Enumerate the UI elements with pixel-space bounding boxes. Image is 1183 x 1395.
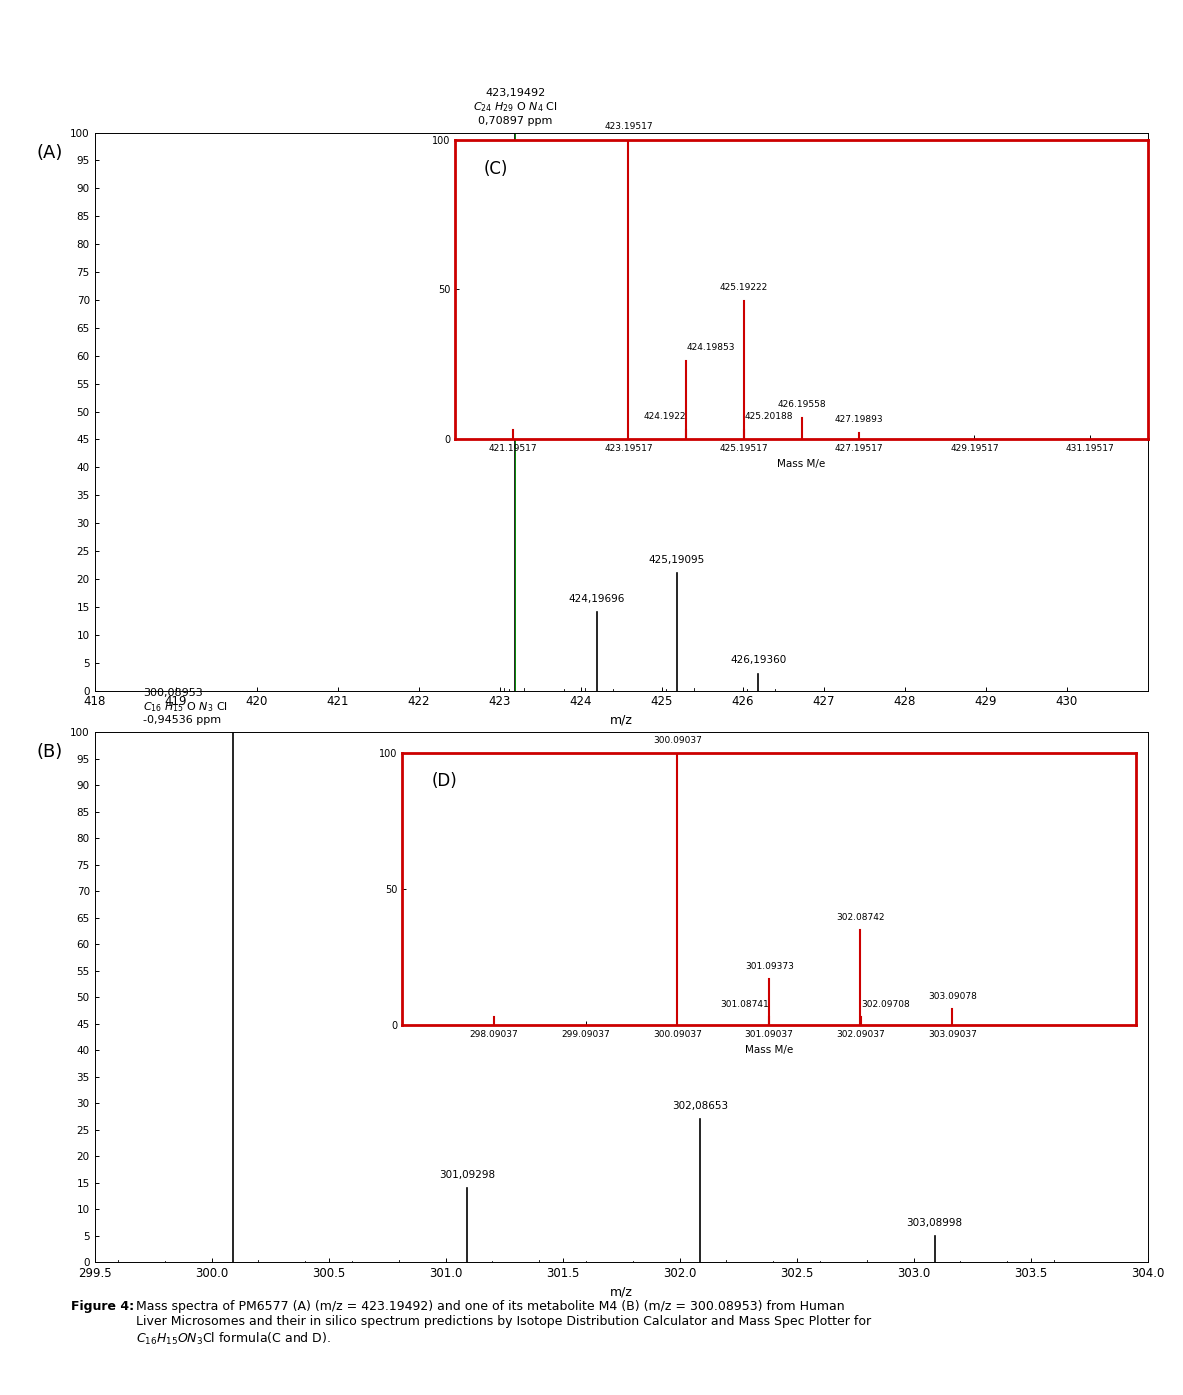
Text: 427.19893: 427.19893	[835, 416, 884, 424]
Text: 424.1922: 424.1922	[644, 413, 686, 421]
Text: 300.09037: 300.09037	[653, 737, 702, 745]
Text: 424.19853: 424.19853	[686, 343, 735, 353]
Text: Mass spectra of PM6577 (A) (m/z = 423.19492) and one of its metabolite M4 (B) (m: Mass spectra of PM6577 (A) (m/z = 423.19…	[136, 1300, 871, 1346]
X-axis label: Mass M/e: Mass M/e	[745, 1045, 793, 1055]
Text: 300,08953
$C_{16}$ $H_{15}$ O $N_3$ Cl
-0,94536 ppm: 300,08953 $C_{16}$ $H_{15}$ O $N_3$ Cl -…	[143, 688, 227, 725]
Text: 303,08998: 303,08998	[906, 1218, 963, 1228]
Text: 425.20188: 425.20188	[744, 413, 793, 421]
Text: 302.09708: 302.09708	[861, 1000, 910, 1009]
Text: 301.09373: 301.09373	[745, 963, 794, 971]
Text: 302,08653: 302,08653	[672, 1102, 728, 1112]
Text: 425,19095: 425,19095	[649, 555, 705, 565]
Text: 423,19492
$C_{24}$ $H_{29}$ O $N_4$ Cl
0,70897 ppm: 423,19492 $C_{24}$ $H_{29}$ O $N_4$ Cl 0…	[473, 88, 557, 126]
Text: 303.09078: 303.09078	[927, 992, 977, 1000]
Text: Figure 4:: Figure 4:	[71, 1300, 134, 1313]
Text: 301,09298: 301,09298	[439, 1170, 496, 1180]
Text: 426.19558: 426.19558	[777, 400, 826, 410]
Text: 302.08742: 302.08742	[836, 912, 885, 922]
Text: (C): (C)	[483, 160, 508, 179]
Text: (D): (D)	[432, 773, 458, 791]
Text: (B): (B)	[37, 744, 63, 762]
Text: 423.19517: 423.19517	[605, 121, 653, 131]
Text: 301.08741: 301.08741	[720, 1000, 769, 1009]
Text: (A): (A)	[37, 144, 63, 162]
Text: 424,19696: 424,19696	[568, 594, 625, 604]
X-axis label: m/z: m/z	[609, 714, 633, 727]
Text: 425.19222: 425.19222	[719, 283, 768, 293]
X-axis label: Mass M/e: Mass M/e	[777, 459, 826, 469]
Text: 426,19360: 426,19360	[730, 656, 787, 665]
X-axis label: m/z: m/z	[609, 1286, 633, 1299]
